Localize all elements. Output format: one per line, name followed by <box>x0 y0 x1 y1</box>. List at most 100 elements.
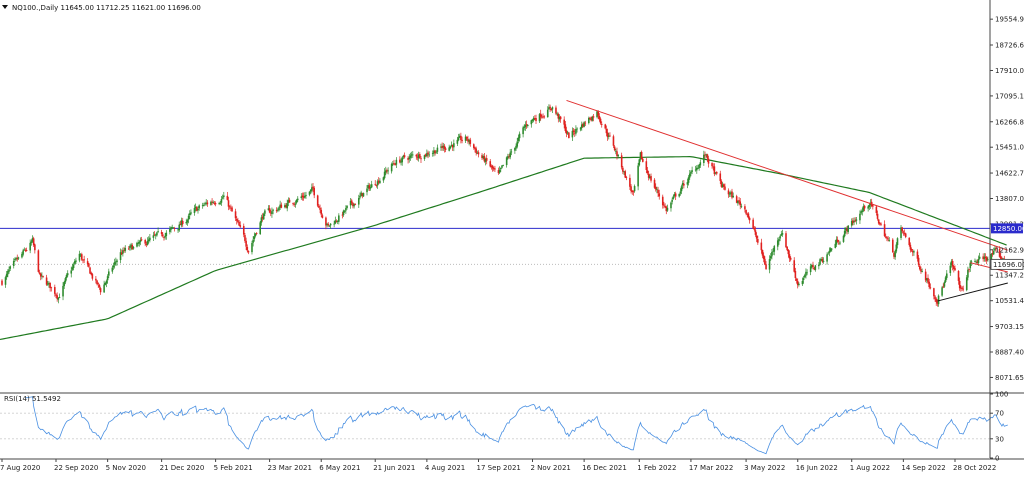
candle-body <box>234 211 237 219</box>
candle-body <box>156 232 158 236</box>
candle-body <box>942 286 945 288</box>
candle-body <box>482 155 484 159</box>
candle-body <box>491 165 494 169</box>
candle-body <box>813 267 815 270</box>
trendlines[interactable] <box>566 99 1008 302</box>
price-tick-label: 15451.05 <box>995 144 1024 152</box>
candle-body <box>862 206 865 211</box>
candle-body <box>95 278 97 281</box>
candle-body <box>165 232 168 236</box>
candle-body <box>108 271 110 276</box>
candle-body <box>395 159 398 165</box>
horizontal-level-line[interactable] <box>0 227 990 265</box>
candle-body <box>679 191 682 194</box>
candle-body <box>738 200 740 202</box>
candle-body <box>735 196 738 203</box>
candle-body <box>201 205 204 206</box>
trendline-3[interactable] <box>937 282 1008 302</box>
time-tick-label: 17 Mar 2022 <box>689 464 733 472</box>
candle-body <box>343 210 346 212</box>
candle-body <box>975 261 977 263</box>
candle-body <box>731 191 733 198</box>
candle-body <box>144 239 146 244</box>
candle-body <box>390 163 393 172</box>
candle-body <box>474 147 476 150</box>
candle-body <box>25 250 28 251</box>
candle-body <box>492 168 495 170</box>
candle-body <box>417 154 420 159</box>
candle-body <box>285 204 287 208</box>
price-axis: 19554.90 18726.60 17910.00 17095.10 16266.80… <box>990 16 1024 382</box>
candle-body <box>129 245 131 249</box>
candle-body <box>902 231 905 233</box>
candle-body <box>237 220 239 223</box>
time-tick-label: 21 Dec 2020 <box>160 464 205 472</box>
candle-body <box>713 166 716 175</box>
candle-body <box>801 280 804 285</box>
candle-body <box>985 257 988 261</box>
candle-body <box>788 254 791 259</box>
candle-body <box>197 208 199 211</box>
collapse-arrow-icon[interactable] <box>2 5 8 9</box>
candle-body <box>965 277 968 291</box>
candle-body <box>591 116 594 121</box>
candle-body <box>525 124 528 126</box>
candle-body <box>428 154 431 156</box>
candle-body <box>160 231 163 234</box>
candle-body <box>861 210 864 212</box>
candle-body <box>875 206 878 214</box>
candle-body <box>21 253 23 258</box>
candle-body <box>146 240 149 245</box>
candle-body <box>228 206 231 208</box>
candle-body <box>944 277 947 282</box>
candle-body <box>456 139 459 144</box>
candle-body <box>642 159 644 162</box>
candle-body <box>694 169 697 171</box>
candle-body <box>56 295 58 299</box>
candle-body <box>313 187 315 196</box>
candle-body <box>599 118 602 124</box>
candle-body <box>242 225 245 235</box>
symbol-header: NQ100.,Daily 11645.00 11712.25 11621.00 … <box>12 4 201 12</box>
candle-body <box>333 223 335 225</box>
candle-body <box>933 288 935 297</box>
price-tick-label: 19554.90 <box>995 16 1024 24</box>
candle-body <box>776 240 779 247</box>
candle-body <box>639 152 642 160</box>
trendline-1[interactable] <box>566 99 1008 251</box>
candle-body <box>999 256 1002 259</box>
candle-body <box>181 220 184 225</box>
candle-body <box>974 261 976 262</box>
candle-body <box>267 208 270 211</box>
candle-body <box>477 152 480 155</box>
candle-body <box>352 202 354 207</box>
candle-body <box>867 206 869 209</box>
rsi-tick-label: 0 <box>995 455 999 463</box>
candle-body <box>122 250 124 254</box>
candle-body <box>75 260 77 262</box>
candle-body <box>936 301 939 304</box>
candle-body <box>556 113 558 115</box>
candle-body <box>538 114 541 122</box>
candle-body <box>508 156 510 158</box>
candle-body <box>321 215 324 218</box>
candle-body <box>235 219 238 221</box>
candle-body <box>987 259 989 261</box>
candle-body <box>921 271 923 272</box>
candle-body <box>458 135 461 138</box>
candle-body <box>65 274 68 279</box>
candle-body <box>494 168 496 170</box>
time-tick-label: 6 May 2021 <box>319 464 360 472</box>
candle-body <box>994 248 996 251</box>
candle-body <box>769 256 772 259</box>
candle-body <box>505 157 508 166</box>
candle-body <box>451 145 454 148</box>
time-tick-label: 5 Nov 2020 <box>106 464 146 472</box>
candle-body <box>268 208 271 213</box>
candle-body <box>367 185 369 189</box>
candle-body <box>212 202 215 204</box>
candle-body <box>119 252 122 261</box>
trendline-2[interactable] <box>970 262 1008 273</box>
